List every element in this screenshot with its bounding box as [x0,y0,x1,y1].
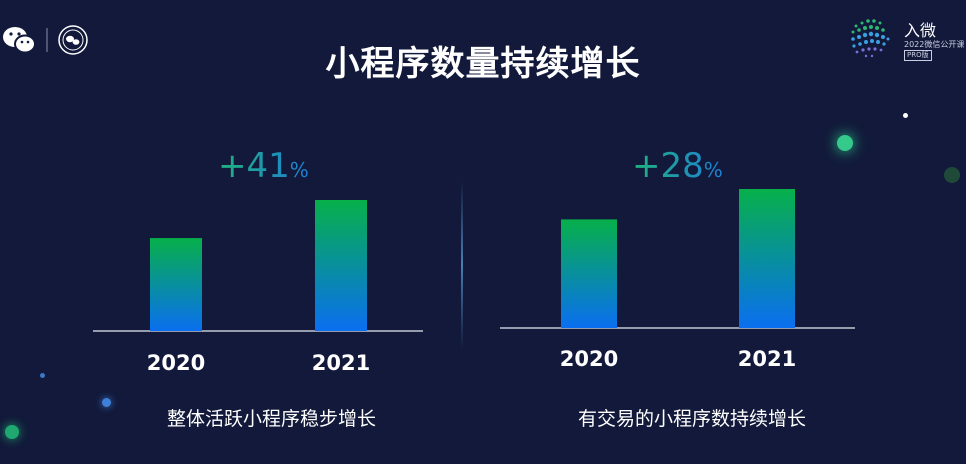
wechat-icon [3,27,36,54]
chart-right-bar-2021 [739,189,795,328]
chart-right-growth-unit: % [703,158,723,182]
chart-left-caption: 整体活跃小程序稳步增长 [167,408,377,430]
chart-right-caption: 有交易的小程序数持续增长 [578,408,807,430]
chart-right-growth-value: +28 [632,146,704,186]
chart-left-growth-value: +41 [218,146,290,186]
brand-name: 入微 [904,21,937,40]
page-title: 小程序数量持续增长 [325,44,641,84]
chart-left-tick-2020: 2020 [147,351,205,375]
chart-left-growth-unit: % [289,158,309,182]
brand-block: 入微 2022微信公开课 PRO版 [846,14,964,64]
chart-right: 2020 2021 [500,189,855,371]
decor-dot [40,373,45,378]
chart-left-growth-label: +41% [218,146,309,186]
chart-left-bar-2021 [315,200,367,331]
brand-badge: PRO版 [904,50,932,61]
dot-matrix-logo-icon [851,19,890,58]
brand-subtitle: 2022微信公开课 [904,40,965,49]
chart-right-tick-2020: 2020 [560,347,618,371]
decor-dot [5,425,19,439]
seal-logo-icon [58,25,88,55]
decor-dot [102,398,111,407]
chart-left: 2020 2021 [93,200,423,375]
chart-left-tick-2021: 2021 [312,351,370,375]
chart-right-bar-2020 [561,219,617,328]
decor-dot [944,167,960,183]
chart-right-tick-2021: 2021 [738,347,796,371]
center-divider [461,180,463,350]
chart-left-bar-2020 [150,238,202,331]
decor-dot [903,113,908,118]
decor-dot [837,135,853,151]
header-logos [0,20,100,60]
chart-right-growth-label: +28% [632,146,723,186]
